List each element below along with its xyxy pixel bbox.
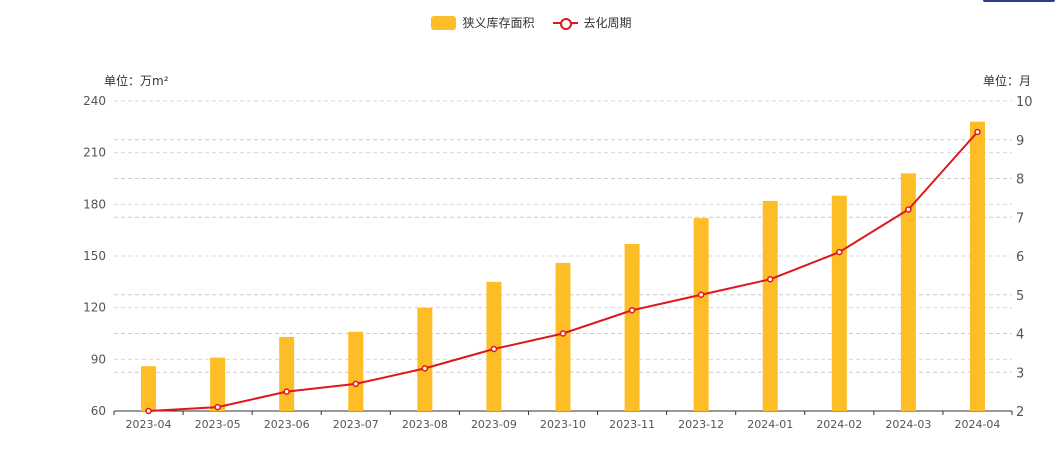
x-axis-tick-label: 2023-10	[540, 418, 586, 431]
right-axis-tick-label: 2	[1016, 405, 1024, 420]
left-axis-tick-label: 120	[83, 301, 106, 315]
x-axis-tick-label: 2024-01	[747, 418, 793, 431]
bar	[900, 173, 916, 411]
left-axis-unit: 单位：万m²	[104, 74, 169, 88]
line-point	[905, 206, 912, 213]
right-axis-tick-label: 8	[1016, 173, 1024, 188]
x-axis-tick-label: 2023-04	[126, 418, 172, 431]
right-axis-unit: 单位：月	[982, 74, 1031, 88]
bar	[279, 336, 295, 411]
legend-item-cycle[interactable]: 去化周期	[552, 14, 632, 31]
legend-label-cycle: 去化周期	[583, 16, 632, 30]
legend-label-inventory: 狭义库存面积	[462, 16, 535, 30]
right-axis-tick-label: 7	[1016, 211, 1024, 226]
bar	[210, 357, 226, 411]
x-axis-tick-label: 2023-11	[609, 418, 655, 431]
bar	[693, 218, 709, 411]
x-axis-tick-label: 2023-05	[195, 418, 241, 431]
legend-item-inventory[interactable]: 狭义库存面积	[431, 14, 535, 31]
left-axis-tick-label: 210	[83, 146, 106, 160]
left-axis-tick-label: 60	[91, 404, 106, 418]
bar	[417, 307, 433, 411]
line-point	[490, 345, 498, 353]
bar	[762, 200, 778, 411]
left-axis-tick-label: 150	[83, 249, 106, 263]
bar	[831, 195, 847, 411]
line-point	[628, 307, 636, 314]
right-axis-tick-label: 5	[1016, 289, 1024, 304]
line-point	[145, 407, 152, 415]
corner-toolbar-button[interactable]	[983, 0, 1055, 2]
x-axis-tick-label: 2023-12	[678, 418, 724, 431]
right-axis-tick-label: 4	[1016, 328, 1024, 343]
legend-bar-swatch	[431, 15, 457, 30]
line-point	[974, 128, 981, 136]
x-axis-tick-label: 2023-08	[402, 418, 448, 431]
bar	[348, 331, 364, 411]
line-point	[421, 365, 429, 372]
line-point	[766, 276, 774, 283]
right-axis-tick-label: 6	[1016, 250, 1024, 265]
x-axis-tick-label: 2023-07	[333, 418, 379, 431]
x-axis-tick-label: 2023-06	[264, 418, 310, 431]
right-axis-tick-label: 10	[1016, 95, 1033, 110]
x-axis-tick-label: 2023-09	[471, 418, 517, 431]
bar	[969, 121, 985, 412]
left-axis-tick-label: 90	[91, 352, 106, 366]
chart-legend: 狭义库存面积 去化周期	[0, 14, 1063, 31]
bar	[141, 366, 157, 411]
x-axis-tick-label: 2024-02	[816, 418, 862, 431]
line-point	[559, 330, 567, 337]
x-axis-tick-label: 2024-03	[885, 418, 931, 431]
left-axis-tick-label: 240	[83, 94, 106, 108]
bar	[555, 262, 571, 411]
line-point	[352, 380, 360, 388]
bar	[624, 243, 640, 411]
legend-line-swatch	[552, 16, 578, 30]
x-axis-tick-label: 2024-04	[954, 418, 1000, 431]
line-point	[214, 403, 221, 411]
right-axis-tick-label: 9	[1016, 134, 1024, 149]
line-point	[836, 248, 843, 256]
left-axis-tick-label: 180	[83, 197, 106, 211]
right-axis-tick-label: 3	[1016, 366, 1024, 381]
line-point	[697, 291, 705, 298]
line-point	[283, 388, 290, 395]
